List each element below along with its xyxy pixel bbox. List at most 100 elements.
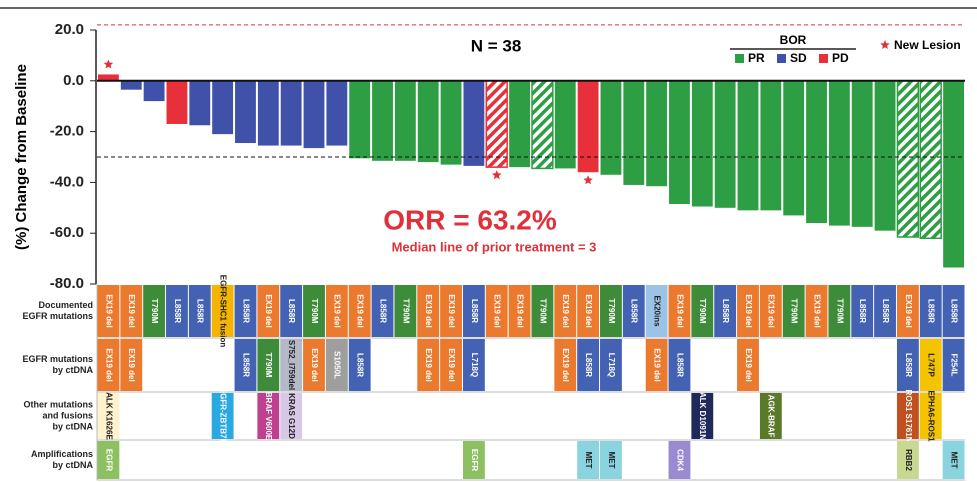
track-cell-label: L858R — [356, 353, 365, 377]
track-cell-label: T790M — [150, 299, 159, 324]
track-cell-label: L858R — [949, 299, 958, 323]
track-cell-label: L858R — [378, 299, 387, 323]
orr-label: ORR = 63.2% — [383, 204, 557, 235]
track-cell — [828, 285, 851, 337]
track-cell-label: EX19 del — [812, 294, 821, 327]
track-label: EGFR mutations — [22, 354, 93, 364]
bar — [851, 80, 873, 227]
track-cell-label: L718Q — [470, 353, 479, 377]
bar — [943, 80, 964, 268]
track-label: by ctDNA — [52, 460, 93, 470]
track-cell — [303, 285, 325, 337]
track-cell — [417, 339, 440, 391]
track-cell — [485, 285, 508, 337]
track-cell — [462, 441, 485, 479]
track-cell-label: L858R — [584, 353, 593, 377]
track-cell-label: T790M — [790, 299, 799, 324]
bar — [806, 80, 827, 224]
track-cell-label: EX19 del — [424, 294, 433, 327]
track-cell — [851, 285, 874, 337]
track-cell-label: L858R — [675, 353, 684, 377]
bar — [463, 80, 485, 166]
bar — [623, 80, 645, 185]
track-cell-label: EX19 del — [493, 294, 502, 327]
legend-swatch — [819, 54, 828, 63]
bar — [509, 80, 530, 168]
track-label: by ctDNA — [52, 365, 93, 375]
track-cell — [508, 285, 531, 337]
track-cell — [874, 285, 896, 337]
y-tick-label: 0.0 — [63, 72, 84, 89]
bar — [212, 80, 234, 135]
n-label: N = 38 — [471, 36, 522, 55]
bar — [485, 80, 508, 168]
track-cell-label: EX19 del — [904, 294, 913, 327]
track-cell — [257, 285, 280, 337]
track-cell-label: L858R — [241, 353, 250, 377]
median-label: Median line of prior treatment = 3 — [392, 239, 597, 254]
bar — [326, 80, 348, 146]
track-cell-label: F254L — [949, 353, 958, 376]
y-tick-label: 20.0 — [55, 21, 84, 38]
track-cell-label: L858R — [173, 299, 182, 323]
y-tick-label: -40.0 — [50, 173, 84, 190]
track-cell-label: EX19 del — [104, 294, 113, 327]
bar — [303, 80, 325, 149]
bar — [600, 80, 622, 175]
legend-swatch — [735, 54, 744, 63]
track-cell-label: L747P — [927, 353, 936, 377]
track-cell — [531, 285, 554, 337]
track-cell-label: BRAF V600E — [264, 392, 273, 441]
track-cell — [325, 339, 348, 391]
track-cell — [462, 285, 485, 337]
track-cell-label: EX19 del — [584, 294, 593, 327]
track-cell — [303, 339, 325, 391]
track-label: Amplifications — [31, 449, 93, 459]
track-cell-label: EGFR-SHC1 fusion — [219, 275, 228, 348]
track-cell-label: EX19 del — [333, 294, 342, 327]
track-cell-label: AGK-BRAF — [767, 395, 776, 438]
y-axis-label: (%) Change from Baseline — [13, 64, 30, 250]
track-cell — [462, 339, 485, 391]
track-cell-label: L858R — [927, 299, 936, 323]
legend-label: SD — [790, 51, 807, 65]
track-cell-label: L858R — [287, 299, 296, 323]
track-cell — [600, 441, 622, 479]
bar — [531, 80, 554, 170]
track-cell — [211, 393, 234, 439]
track-cell-label: L858R — [881, 299, 890, 323]
bar — [577, 80, 599, 173]
legend-new-lesion: New Lesion — [894, 38, 961, 52]
track-cell — [577, 285, 600, 337]
track-cell — [577, 441, 600, 479]
legend-label: PD — [832, 51, 849, 65]
bar — [783, 80, 805, 216]
bar — [737, 80, 759, 211]
bar — [669, 80, 690, 204]
bar — [280, 80, 302, 146]
track-label: by ctDNA — [52, 421, 93, 431]
track-label: Other mutations — [23, 399, 93, 409]
track-cell-label: MET — [607, 452, 616, 469]
track-cell-label: EX19 del — [561, 348, 570, 381]
track-cell — [554, 339, 577, 391]
bar — [714, 80, 736, 208]
new-lesion-star — [583, 175, 593, 185]
bar — [896, 80, 920, 238]
track-cell — [440, 339, 462, 391]
track-cell — [668, 441, 691, 479]
track-cell — [645, 339, 668, 391]
track-cell-label: EX19 del — [127, 294, 136, 327]
track-cell-label: EX19 del — [447, 294, 456, 327]
track-cell-label: L858R — [904, 353, 913, 377]
track-cell-label: EGFR — [470, 449, 479, 471]
track-cell — [737, 339, 759, 391]
track-cell-label: CDK4 — [675, 449, 684, 471]
track-cell — [348, 285, 371, 337]
track-cell-label: EX19 del — [515, 294, 524, 327]
track-cell-label: EX19 del — [424, 348, 433, 381]
track-cell-label: EX19 del — [561, 294, 570, 327]
track-cell-label: EX19 del — [767, 294, 776, 327]
bar — [120, 80, 142, 90]
